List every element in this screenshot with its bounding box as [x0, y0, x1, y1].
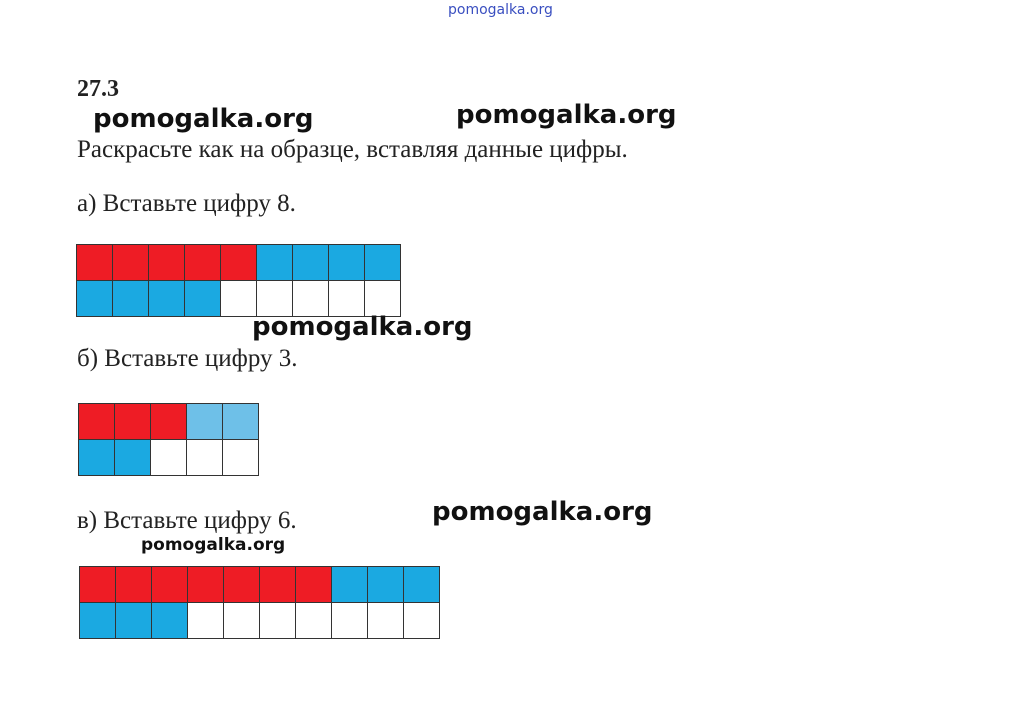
cell: [185, 281, 221, 317]
cell: [77, 281, 113, 317]
cell: [77, 245, 113, 281]
task-number: 27.3: [77, 76, 119, 102]
cell: [332, 603, 368, 639]
cell: [260, 603, 296, 639]
cell: [368, 567, 404, 603]
cell: [257, 281, 293, 317]
watermark: pomogalka.org: [141, 535, 286, 555]
cell: [151, 440, 187, 476]
cell: [152, 567, 188, 603]
cell: [80, 567, 116, 603]
cell: [404, 603, 440, 639]
color-grid: [79, 566, 440, 639]
color-grid: [78, 403, 259, 476]
cell: [149, 245, 185, 281]
cell: [116, 567, 152, 603]
cell: [115, 404, 151, 440]
cell: [187, 404, 223, 440]
cell: [296, 567, 332, 603]
watermark: pomogalka.org: [448, 2, 553, 18]
cell: [188, 567, 224, 603]
cell: [223, 440, 259, 476]
cell: [329, 245, 365, 281]
cell: [221, 245, 257, 281]
cell: [185, 245, 221, 281]
watermark: pomogalka.org: [93, 104, 314, 134]
task-label: а) Вставьте цифру 8.: [77, 190, 296, 217]
cell: [293, 245, 329, 281]
cell: [224, 603, 260, 639]
cell: [296, 603, 332, 639]
task-label: в) Вставьте цифру 6.: [77, 507, 297, 534]
task-label: б) Вставьте цифру 3.: [77, 345, 298, 372]
watermark: pomogalka.org: [252, 312, 473, 342]
cell: [329, 281, 365, 317]
cell: [293, 281, 329, 317]
cell: [113, 245, 149, 281]
cell: [116, 603, 152, 639]
watermark: pomogalka.org: [456, 100, 677, 130]
cell: [365, 245, 401, 281]
cell: [79, 404, 115, 440]
cell: [365, 281, 401, 317]
instruction: Раскрасьте как на образце, вставляя данн…: [77, 136, 628, 163]
cell: [80, 603, 116, 639]
cell: [368, 603, 404, 639]
cell: [151, 404, 187, 440]
cell: [404, 567, 440, 603]
cell: [113, 281, 149, 317]
cell: [221, 281, 257, 317]
cell: [257, 245, 293, 281]
cell: [260, 567, 296, 603]
cell: [115, 440, 151, 476]
watermark: pomogalka.org: [432, 497, 653, 527]
cell: [149, 281, 185, 317]
cell: [224, 567, 260, 603]
cell: [223, 404, 259, 440]
cell: [152, 603, 188, 639]
cell: [332, 567, 368, 603]
cell: [79, 440, 115, 476]
color-grid: [76, 244, 401, 317]
cell: [187, 440, 223, 476]
cell: [188, 603, 224, 639]
